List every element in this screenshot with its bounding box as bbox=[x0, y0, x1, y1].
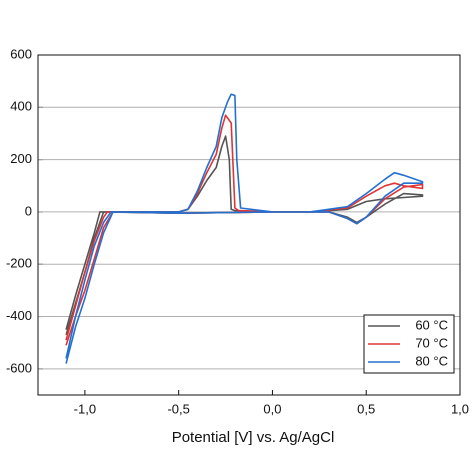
legend-label: 70 °C bbox=[415, 335, 448, 350]
series-line bbox=[65, 114, 424, 346]
y-tick-label: 400 bbox=[10, 99, 32, 114]
legend-label: 80 °C bbox=[415, 353, 448, 368]
y-tick-label: 200 bbox=[10, 151, 32, 166]
x-tick-label: 0,0 bbox=[263, 401, 281, 416]
y-tick-label: -200 bbox=[6, 256, 32, 271]
series-line bbox=[65, 93, 424, 364]
x-tick-label: -0,5 bbox=[167, 401, 189, 416]
x-tick-label: 1,0 bbox=[451, 401, 469, 416]
y-tick-label: -400 bbox=[6, 308, 32, 323]
series-line bbox=[65, 135, 424, 336]
y-tick-label: 0 bbox=[25, 203, 32, 218]
x-axis-label: Potential [V] vs. Ag/AgCl bbox=[172, 429, 335, 446]
x-tick-label: 0,5 bbox=[357, 401, 375, 416]
legend-label: 60 °C bbox=[415, 317, 448, 332]
y-tick-label: -600 bbox=[6, 360, 32, 375]
x-tick-label: -1,0 bbox=[74, 401, 96, 416]
plot-frame bbox=[37, 54, 461, 396]
y-tick-label: 600 bbox=[10, 46, 32, 61]
